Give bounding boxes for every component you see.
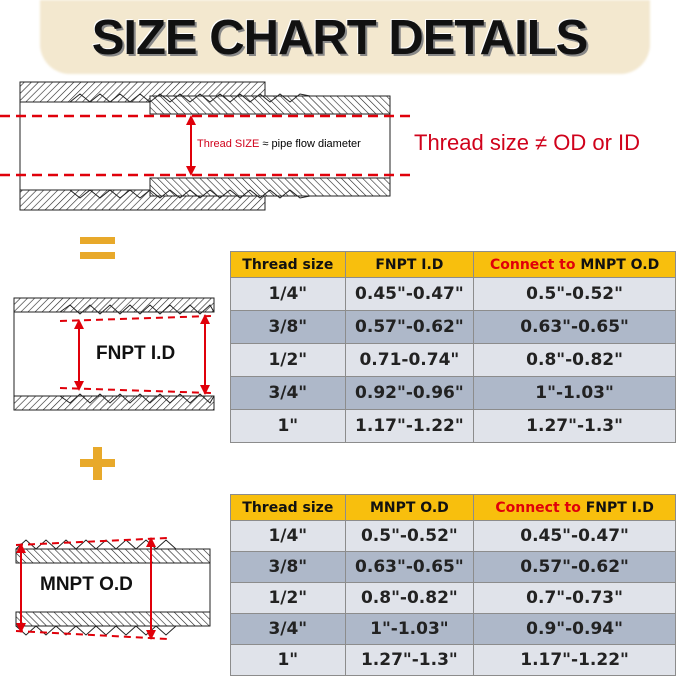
table-row: 1/2" 0.71-0.74" 0.8"-0.82" — [230, 343, 676, 377]
header-text: Connect to — [489, 256, 576, 273]
table-cell: 0.92"-0.96" — [344, 376, 475, 410]
column-header: Thread size — [230, 251, 346, 278]
table-row: 3/8" 0.63"-0.65" 0.57"-0.62" — [230, 551, 676, 583]
table-cell: 1.27"-1.3" — [344, 644, 475, 676]
table-row: 3/4" 1"-1.03" 0.9"-0.94" — [230, 613, 676, 645]
header-text: FNPT I.D — [375, 256, 444, 273]
table-row: 1/4" 0.5"-0.52" 0.45"-0.47" — [230, 520, 676, 552]
table-cell: 0.5"-0.52" — [473, 277, 676, 311]
table-cell: 1"-1.03" — [473, 376, 676, 410]
header-row: Thread size MNPT O.D Connect to FNPT I.D — [230, 494, 676, 521]
table-cell: 1/2" — [230, 582, 346, 614]
equals-icon — [80, 237, 115, 259]
table-cell: 0.5"-0.52" — [344, 520, 475, 552]
table-row: 3/8" 0.57"-0.62" 0.63"-0.65" — [230, 310, 676, 344]
table-cell: 3/8" — [230, 310, 346, 344]
fnpt-label: FNPT I.D — [96, 343, 176, 364]
page-title: SIZE CHART DETAILS — [91, 11, 589, 65]
title-banner — [40, 0, 650, 74]
table-cell: 1"-1.03" — [344, 613, 475, 645]
table-row: 3/4" 0.92"-0.96" 1"-1.03" — [230, 376, 676, 410]
table-cell: 3/4" — [230, 376, 346, 410]
header-text: FNPT I.D — [585, 499, 654, 516]
mnpt-size-table: Thread size MNPT O.D Connect to FNPT I.D 1/… — [230, 494, 676, 676]
header-text: MNPT O.D — [369, 499, 449, 516]
table-cell: 3/4" — [230, 613, 346, 645]
column-header: Connect to MNPT O.D — [473, 251, 676, 278]
annotation-black-text: ≈ pipe flow diameter — [262, 138, 361, 150]
fnpt-size-table: Thread size FNPT I.D Connect to MNPT O.D 1/… — [230, 251, 676, 443]
table-cell: 1" — [230, 409, 346, 443]
table-cell: 0.8"-0.82" — [344, 582, 475, 614]
table-cell: 0.63"-0.65" — [344, 551, 475, 583]
table-cell: 0.7"-0.73" — [473, 582, 676, 614]
table-cell: 0.71-0.74" — [344, 343, 475, 377]
mnpt-label: MNPT O.D — [40, 574, 133, 595]
header-row: Thread size FNPT I.D Connect to MNPT O.D — [230, 251, 676, 278]
mnpt-diagram — [15, 537, 211, 640]
header-text: Thread size — [242, 256, 334, 273]
header-text: Connect to — [495, 499, 581, 516]
table-row: 1" 1.27"-1.3" 1.17"-1.22" — [230, 644, 676, 676]
table-cell: 0.8"-0.82" — [473, 343, 676, 377]
table-cell: 1.27"-1.3" — [473, 409, 676, 443]
table-cell: 0.9"-0.94" — [473, 613, 676, 645]
table-cell: 0.57"-0.62" — [473, 551, 676, 583]
table-cell: 0.45"-0.47" — [473, 520, 676, 552]
table-cell: 1/4" — [230, 277, 346, 311]
column-header: MNPT O.D — [344, 494, 475, 521]
column-header: Thread size — [230, 494, 346, 521]
table-row: 1" 1.17"-1.22" 1.27"-1.3" — [230, 409, 676, 443]
column-header: FNPT I.D — [344, 251, 475, 278]
column-header: Connect to FNPT I.D — [473, 494, 676, 521]
header-text: Thread size — [242, 499, 334, 516]
table-row: 1/4" 0.45"-0.47" 0.5"-0.52" — [230, 277, 676, 311]
table-row: 1/2" 0.8"-0.82" 0.7"-0.73" — [230, 582, 676, 614]
table-cell: 1" — [230, 644, 346, 676]
header-text: MNPT O.D — [580, 256, 660, 273]
plus-icon — [80, 447, 115, 480]
pipe-connection-diagram — [0, 81, 410, 211]
table-cell: 1.17"-1.22" — [473, 644, 676, 676]
table-cell: 0.45"-0.47" — [344, 277, 475, 311]
thread-size-note: Thread size ≠ OD or ID — [414, 130, 641, 155]
flow-diameter-annotation: Thread SIZE ≈ pipe flow diameter — [197, 138, 361, 150]
annotation-red-text: Thread SIZE — [197, 138, 260, 150]
table-cell: 3/8" — [230, 551, 346, 583]
table-cell: 1/4" — [230, 520, 346, 552]
table-cell: 0.57"-0.62" — [344, 310, 475, 344]
table-cell: 0.63"-0.65" — [473, 310, 676, 344]
table-cell: 1/2" — [230, 343, 346, 377]
fnpt-diagram — [13, 297, 215, 411]
table-cell: 1.17"-1.22" — [344, 409, 475, 443]
